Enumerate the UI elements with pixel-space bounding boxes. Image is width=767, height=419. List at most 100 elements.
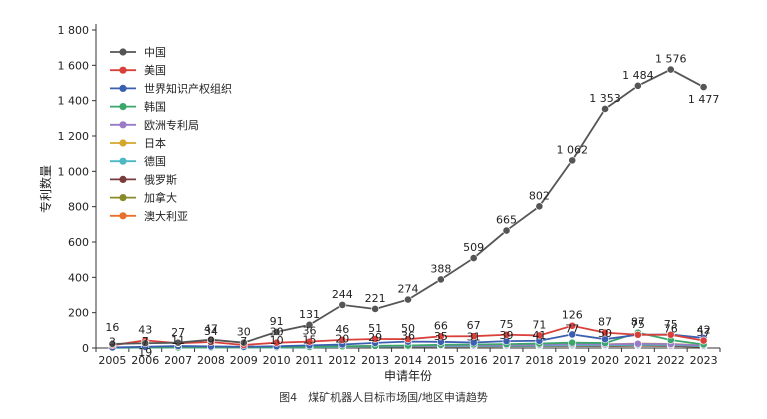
data-label: 1 484 xyxy=(622,69,654,82)
x-tick-label: 2010 xyxy=(263,354,291,367)
data-label: 131 xyxy=(299,308,320,321)
x-tick-label: 2016 xyxy=(460,354,488,367)
data-label: 388 xyxy=(430,262,451,275)
data-label: 3 xyxy=(109,335,116,348)
data-label: 67 xyxy=(467,319,481,332)
y-tick-label: 800 xyxy=(68,201,89,214)
data-label: 39 xyxy=(500,329,514,342)
legend-entry: 澳大利亚 xyxy=(144,209,188,223)
data-label: 19 xyxy=(138,346,152,359)
data-point xyxy=(371,335,380,343)
x-tick-label: 2006 xyxy=(131,354,159,367)
data-point xyxy=(633,339,642,348)
x-tick-label: 2015 xyxy=(427,354,455,367)
data-label: 665 xyxy=(496,214,517,227)
data-label: 1 576 xyxy=(655,53,687,66)
data-label: 36 xyxy=(401,330,415,343)
data-label: 1 062 xyxy=(556,143,588,156)
x-axis-title: 申请年份 xyxy=(384,369,432,383)
data-point xyxy=(436,275,445,284)
x-tick-label: 2007 xyxy=(164,354,192,367)
data-point xyxy=(535,331,544,340)
data-label: 9 xyxy=(207,334,214,347)
data-label: 7 xyxy=(142,335,149,348)
data-label: 27 xyxy=(171,326,185,339)
legend-entry: 韩国 xyxy=(144,100,166,114)
y-tick-label: 1 400 xyxy=(58,95,90,108)
data-label: 46 xyxy=(335,323,349,336)
data-point xyxy=(666,330,675,339)
data-label: 30 xyxy=(270,326,284,339)
y-tick-label: 1 800 xyxy=(58,24,90,37)
data-point xyxy=(502,330,511,339)
data-label: 10 xyxy=(270,334,284,347)
legend-marker xyxy=(119,212,127,220)
legend-marker xyxy=(119,194,127,202)
data-point xyxy=(568,156,577,165)
legend-entry: 德国 xyxy=(144,154,166,168)
x-tick-label: 2013 xyxy=(361,354,389,367)
data-point xyxy=(469,332,478,341)
x-tick-label: 2009 xyxy=(230,354,258,367)
data-label: 50 xyxy=(401,322,415,335)
data-label: 7 xyxy=(240,335,247,348)
data-point xyxy=(305,337,314,346)
y-tick-label: 1 600 xyxy=(58,59,90,72)
figure-caption: 图4 煤矿机器人目标市场国/地区申请趋势 xyxy=(279,391,488,404)
data-point xyxy=(108,340,117,348)
data-point xyxy=(272,328,281,336)
data-point xyxy=(404,295,412,304)
data-label: 34 xyxy=(204,325,218,338)
x-tick-label: 2011 xyxy=(295,354,323,367)
data-label: 15 xyxy=(302,333,316,346)
data-label: 51 xyxy=(368,322,382,335)
data-point xyxy=(666,65,675,74)
data-point xyxy=(338,335,347,344)
data-label: 244 xyxy=(332,288,353,301)
data-label: 87 xyxy=(631,316,645,329)
data-label: 29 xyxy=(368,331,382,344)
legend-marker xyxy=(119,66,127,74)
data-label: 76 xyxy=(664,323,678,336)
data-point xyxy=(174,338,183,347)
data-label: 274 xyxy=(398,283,419,296)
data-label: 1 477 xyxy=(688,93,720,106)
data-label: 509 xyxy=(463,241,484,254)
data-label: 35 xyxy=(434,330,448,343)
data-label: 16 xyxy=(105,321,119,334)
data-point xyxy=(568,330,577,339)
y-tick-label: 1 200 xyxy=(58,130,90,143)
data-label: 43 xyxy=(138,323,152,336)
data-label: 36 xyxy=(302,325,316,338)
x-tick-label: 2005 xyxy=(98,354,126,367)
legend-marker xyxy=(119,84,127,92)
data-label: 41 xyxy=(532,329,546,342)
data-point xyxy=(469,254,478,262)
data-label: 42 xyxy=(697,324,711,337)
data-point xyxy=(305,320,314,329)
legend-entry: 日本 xyxy=(144,136,166,150)
y-tick-label: 400 xyxy=(68,271,89,284)
y-tick-label: 0 xyxy=(82,342,89,355)
y-axis-title: 专利数量 xyxy=(38,165,53,213)
data-point xyxy=(633,330,642,339)
data-label: 126 xyxy=(562,309,583,322)
data-label: 77 xyxy=(565,322,579,335)
data-label: 91 xyxy=(270,315,284,328)
x-tick-label: 2018 xyxy=(525,354,553,367)
x-tick-label: 2012 xyxy=(328,354,356,367)
data-point xyxy=(338,300,347,309)
legend-entry: 美国 xyxy=(144,64,166,77)
x-tick-label: 2022 xyxy=(657,354,685,367)
x-tick-label: 2023 xyxy=(690,354,718,367)
data-point xyxy=(633,81,642,90)
legend-marker xyxy=(119,157,127,165)
data-label: 50 xyxy=(598,327,612,340)
legend-marker xyxy=(119,48,127,56)
data-label: 87 xyxy=(598,316,612,329)
data-label: 20 xyxy=(335,332,349,345)
data-point xyxy=(207,335,215,344)
legend-marker xyxy=(119,175,127,183)
